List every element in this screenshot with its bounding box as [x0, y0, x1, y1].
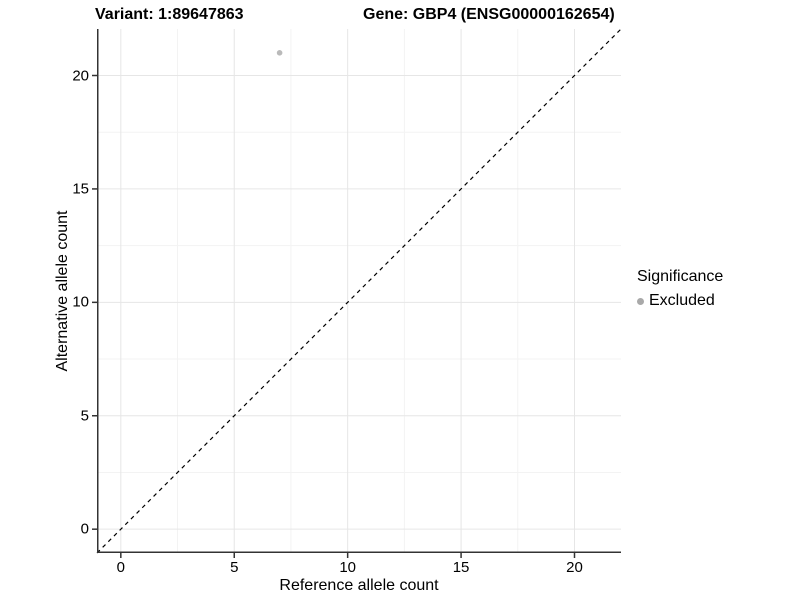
- y-tick-label: 10: [72, 293, 89, 311]
- x-tick-label: 20: [566, 559, 583, 576]
- legend-title: Significance: [637, 268, 724, 285]
- x-axis-title: Reference allele count: [279, 577, 439, 594]
- plot-title-variant: Variant: 1:89647863: [95, 6, 244, 23]
- x-tick-label: 10: [339, 559, 356, 576]
- plot-area-svg: [92, 28, 622, 558]
- y-tick-label: 15: [72, 180, 89, 198]
- x-tick-label: 15: [452, 559, 470, 576]
- y-tick-label: 20: [72, 67, 89, 84]
- y-tick-label: 0: [80, 520, 89, 538]
- plot-panel: [92, 28, 622, 558]
- legend-item-excluded: Excluded: [637, 292, 723, 310]
- x-tick-label: 0: [116, 559, 125, 576]
- legend-item-label: Excluded: [649, 292, 715, 309]
- identity-dashed-line: [96, 28, 622, 554]
- x-tick-label: 5: [230, 559, 239, 576]
- y-tick-label: 5: [80, 407, 89, 425]
- legend: Significance Excluded: [637, 268, 723, 310]
- legend-point-icon: [637, 297, 644, 305]
- data-point: [276, 50, 283, 56]
- y-axis-title: Alternative allele count: [54, 210, 71, 372]
- plot-title-gene: Gene: GBP4 (ENSG00000162654): [363, 6, 615, 23]
